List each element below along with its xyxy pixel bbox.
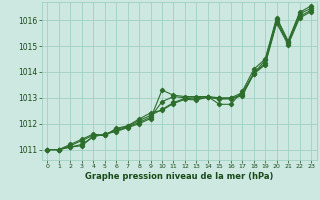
X-axis label: Graphe pression niveau de la mer (hPa): Graphe pression niveau de la mer (hPa) (85, 172, 273, 181)
